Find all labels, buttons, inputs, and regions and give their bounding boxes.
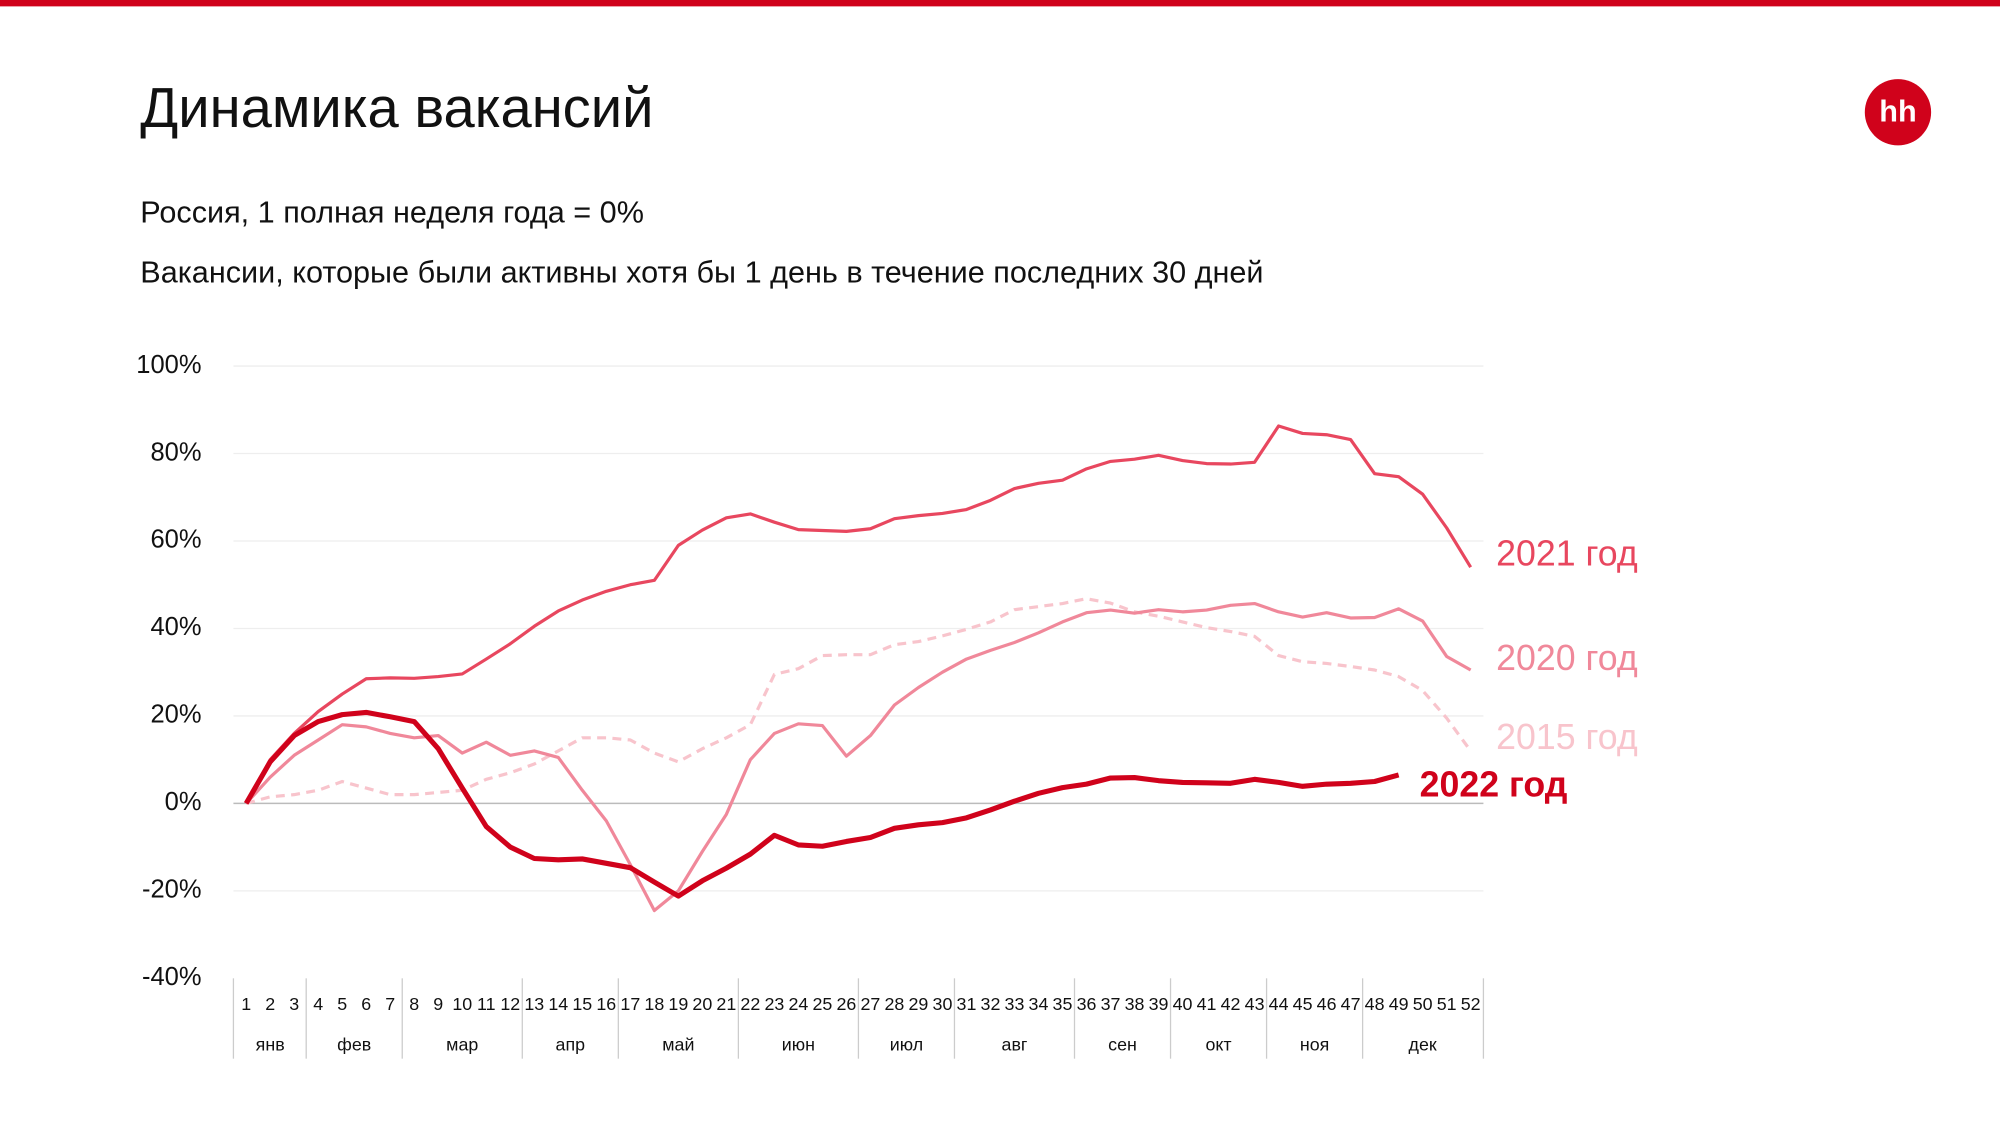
series-line	[245, 597, 1472, 805]
x-tick-label: 23	[764, 994, 784, 1014]
x-tick-label: 36	[1077, 994, 1097, 1014]
series-label: 2020 год	[1496, 638, 1638, 678]
x-tick-label: 9	[433, 994, 443, 1014]
month-label: авг	[1002, 1035, 1028, 1055]
x-tick-label: 14	[548, 994, 568, 1014]
x-tick-label: 45	[1293, 994, 1313, 1014]
x-tick-label: 47	[1341, 994, 1361, 1014]
series-label: 2021 год	[1496, 534, 1638, 574]
y-tick-label: 40%	[150, 613, 201, 641]
subtitle: Россия, 1 полная неделя года = 0%	[140, 195, 644, 229]
x-tick-label: 5	[337, 994, 347, 1014]
x-tick-label: 50	[1413, 994, 1433, 1014]
x-tick-label: 52	[1461, 994, 1481, 1014]
month-label: сен	[1108, 1035, 1137, 1055]
series-line	[244, 424, 1473, 805]
x-tick-label: 13	[524, 994, 544, 1014]
x-tick-label: 26	[836, 994, 856, 1014]
x-tick-label: 20	[692, 994, 712, 1014]
x-tick-label: 30	[933, 994, 953, 1014]
x-tick-label: 34	[1029, 994, 1049, 1014]
month-label: апр	[556, 1035, 586, 1055]
series-line	[244, 601, 1472, 913]
series-label: 2022 год	[1420, 764, 1568, 804]
x-tick-label: 39	[1149, 994, 1169, 1014]
top-bar	[0, 0, 2000, 7]
month-label: окт	[1206, 1035, 1232, 1055]
x-tick-label: 15	[572, 994, 592, 1014]
x-tick-label: 10	[452, 994, 472, 1014]
x-tick-label: 49	[1389, 994, 1409, 1014]
x-tick-label: 7	[385, 994, 395, 1014]
logo-text: hh	[1879, 95, 1916, 129]
x-tick-label: 43	[1245, 994, 1265, 1014]
month-label: мар	[446, 1035, 478, 1055]
month-label: май	[662, 1035, 694, 1055]
x-tick-label: 18	[644, 994, 664, 1014]
x-tick-label: 17	[620, 994, 640, 1014]
x-tick-label: 1	[241, 994, 251, 1014]
x-tick-label: 19	[668, 994, 688, 1014]
month-label: июл	[890, 1035, 923, 1055]
month-label: фев	[337, 1035, 371, 1055]
x-tick-label: 35	[1053, 994, 1073, 1014]
x-tick-label: 22	[740, 994, 760, 1014]
title: Динамика вакансий	[140, 76, 653, 139]
x-tick-label: 8	[409, 994, 419, 1014]
x-tick-label: 33	[1005, 994, 1025, 1014]
x-tick-label: 11	[477, 994, 496, 1014]
series-label: 2015 год	[1496, 717, 1638, 757]
x-tick-label: 3	[289, 994, 299, 1014]
month-label: янв	[256, 1035, 285, 1055]
y-tick-label: -40%	[142, 963, 202, 991]
x-tick-label: 46	[1317, 994, 1337, 1014]
x-tick-label: 16	[596, 994, 616, 1014]
y-tick-label: 80%	[150, 438, 201, 466]
month-label: июн	[782, 1035, 815, 1055]
y-tick-label: 20%	[150, 701, 201, 729]
x-tick-label: 37	[1101, 994, 1121, 1014]
x-tick-label: 44	[1269, 994, 1289, 1014]
y-tick-label: 100%	[136, 351, 201, 379]
y-tick-label: 60%	[150, 526, 201, 554]
x-tick-label: 41	[1197, 994, 1217, 1014]
x-tick-label: 48	[1365, 994, 1385, 1014]
x-tick-label: 25	[812, 994, 832, 1014]
series-line	[243, 709, 1400, 899]
x-tick-label: 38	[1125, 994, 1145, 1014]
x-tick-label: 42	[1221, 994, 1241, 1014]
month-label: дек	[1409, 1035, 1437, 1055]
x-tick-label: 27	[860, 994, 880, 1014]
y-tick-label: -20%	[142, 876, 202, 904]
x-tick-label: 31	[957, 994, 977, 1014]
logo	[1864, 79, 1932, 146]
x-tick-label: 28	[885, 994, 905, 1014]
x-tick-label: 32	[981, 994, 1001, 1014]
x-tick-label: 2	[265, 994, 275, 1014]
x-tick-label: 21	[716, 994, 736, 1014]
y-tick-label: 0%	[165, 788, 202, 816]
plot: -40%-20%0%20%40%60%80%100%1 2 3 4 5 6 7 8 9 10 11 1…	[136, 351, 1638, 1059]
x-tick-label: 51	[1437, 994, 1457, 1014]
month-label: ноя	[1300, 1035, 1329, 1055]
x-tick-label: 29	[909, 994, 929, 1014]
x-tick-label: 24	[788, 994, 808, 1014]
x-tick-label: 40	[1173, 994, 1193, 1014]
subtitle: Вакансии, которые были активны хотя бы 1…	[140, 255, 1263, 289]
x-tick-label: 12	[500, 994, 520, 1014]
x-tick-label: 6	[361, 994, 371, 1014]
x-tick-label: 4	[313, 994, 323, 1014]
